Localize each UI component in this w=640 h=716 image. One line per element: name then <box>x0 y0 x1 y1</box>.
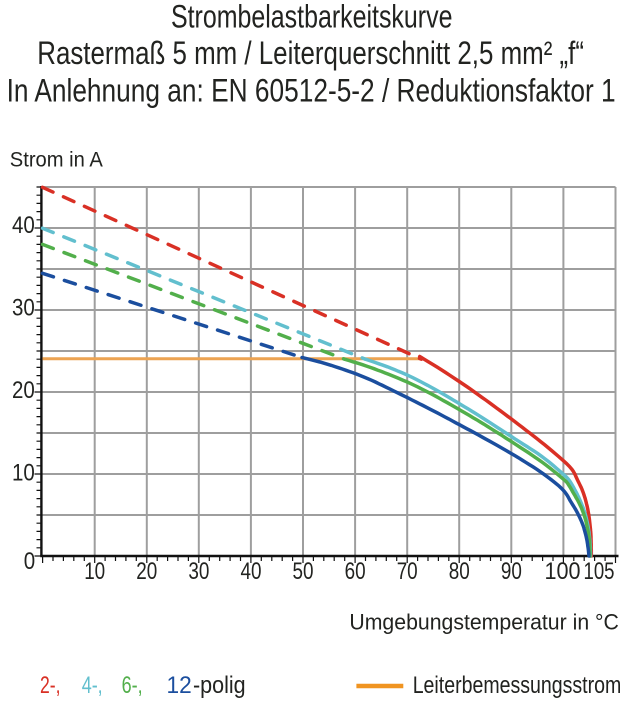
svg-text:20: 20 <box>136 558 157 585</box>
svg-text:40: 40 <box>12 212 35 239</box>
svg-text:30: 30 <box>12 295 35 322</box>
svg-text:40: 40 <box>241 558 262 585</box>
svg-text:Leiterbemessungsstrom: Leiterbemessungsstrom <box>413 672 622 699</box>
svg-text:10: 10 <box>12 460 35 487</box>
svg-text:30: 30 <box>188 558 209 585</box>
svg-text:4-,: 4-, <box>82 672 103 699</box>
svg-text:70: 70 <box>397 558 418 585</box>
svg-text:Strombelastbarkeitskurve: Strombelastbarkeitskurve <box>171 0 453 35</box>
svg-text:10: 10 <box>84 558 105 585</box>
svg-text:100: 100 <box>545 558 581 585</box>
svg-text:12: 12 <box>167 672 192 699</box>
svg-text:90: 90 <box>501 558 522 585</box>
svg-text:6-,: 6-, <box>122 672 143 699</box>
svg-text:20: 20 <box>12 377 35 404</box>
svg-text:Strom in A: Strom in A <box>10 148 103 171</box>
svg-text:60: 60 <box>345 558 366 585</box>
svg-text:In Anlehnung an: EN 60512-5-2: In Anlehnung an: EN 60512-5-2 / Reduktio… <box>7 73 616 109</box>
svg-text:80: 80 <box>449 558 470 585</box>
svg-text:Umgebungstemperatur in °C: Umgebungstemperatur in °C <box>349 609 619 634</box>
svg-text:50: 50 <box>293 558 314 585</box>
svg-text:-polig: -polig <box>193 672 246 699</box>
svg-text:105: 105 <box>584 558 615 585</box>
svg-text:2-,: 2-, <box>40 672 61 699</box>
svg-text:Rastermaß 5 mm / Leiterquersch: Rastermaß 5 mm / Leiterquerschnitt 2,5 m… <box>37 35 584 71</box>
svg-text:0: 0 <box>24 548 35 575</box>
